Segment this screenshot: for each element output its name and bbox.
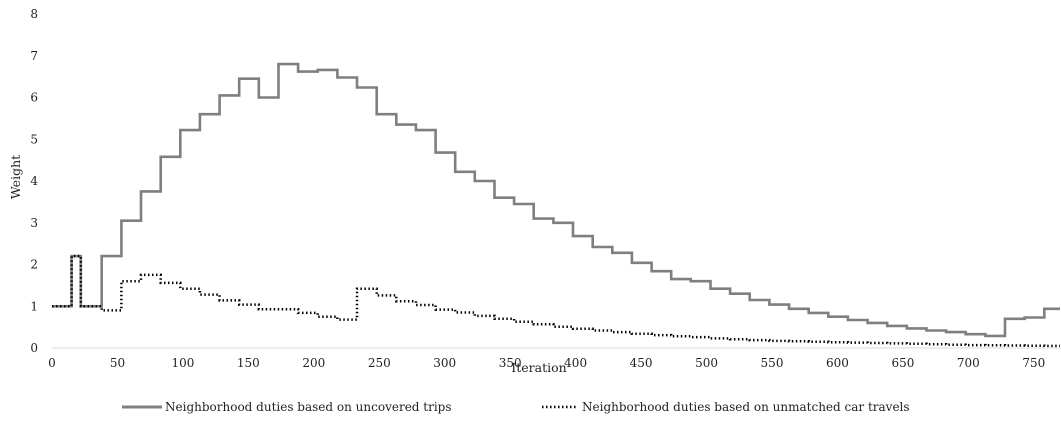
x-tick-label: 250: [368, 356, 391, 370]
x-tick-label: 550: [761, 356, 784, 370]
y-tick-label: 7: [30, 49, 38, 63]
legend-item-unmatched-car-travels: Neighborhood duties based on unmatched c…: [542, 400, 910, 414]
x-tick-label: 400: [564, 356, 587, 370]
legend-item-uncovered-trips: Neighborhood duties based on uncovered t…: [122, 400, 452, 414]
x-tick-label: 600: [826, 356, 849, 370]
x-axis: 0 50 100 150 200 250 300 350 400 450 500 550 600 650 7…: [48, 356, 1045, 370]
x-axis-title: Iteration: [511, 360, 566, 375]
y-tick-label: 5: [30, 132, 38, 146]
series-line-unmatched-car-travels: [52, 254, 1060, 348]
legend-label-unmatched-car-travels: Neighborhood duties based on unmatched c…: [582, 400, 910, 414]
x-tick-label: 0: [48, 356, 56, 370]
series-layer: [52, 62, 1060, 348]
x-tick-label: 50: [110, 356, 125, 370]
y-tick-label: 1: [30, 299, 38, 313]
y-tick-label: 6: [30, 91, 38, 105]
x-tick-label: 650: [891, 356, 914, 370]
x-tick-label: 500: [695, 356, 718, 370]
x-tick-label: 350: [499, 356, 522, 370]
x-tick-label: 450: [630, 356, 653, 370]
y-axis-title: Weight: [8, 155, 23, 199]
x-tick-label: 750: [1022, 356, 1045, 370]
y-tick-label: 3: [30, 216, 38, 230]
y-tick-label: 0: [30, 341, 38, 355]
series-line-uncovered-trips: [52, 62, 1060, 338]
x-tick-label: 700: [957, 356, 980, 370]
x-tick-label: 150: [237, 356, 260, 370]
x-tick-label: 300: [433, 356, 456, 370]
y-tick-label: 4: [30, 174, 38, 188]
y-axis: 0 1 2 3 4 5 6 7 8: [30, 7, 38, 355]
legend: Neighborhood duties based on uncovered t…: [122, 400, 910, 414]
y-tick-label: 2: [30, 258, 38, 272]
y-tick-label: 8: [30, 7, 38, 21]
x-tick-label: 200: [302, 356, 325, 370]
x-tick-label: 100: [171, 356, 194, 370]
legend-label-uncovered-trips: Neighborhood duties based on uncovered t…: [165, 400, 452, 414]
